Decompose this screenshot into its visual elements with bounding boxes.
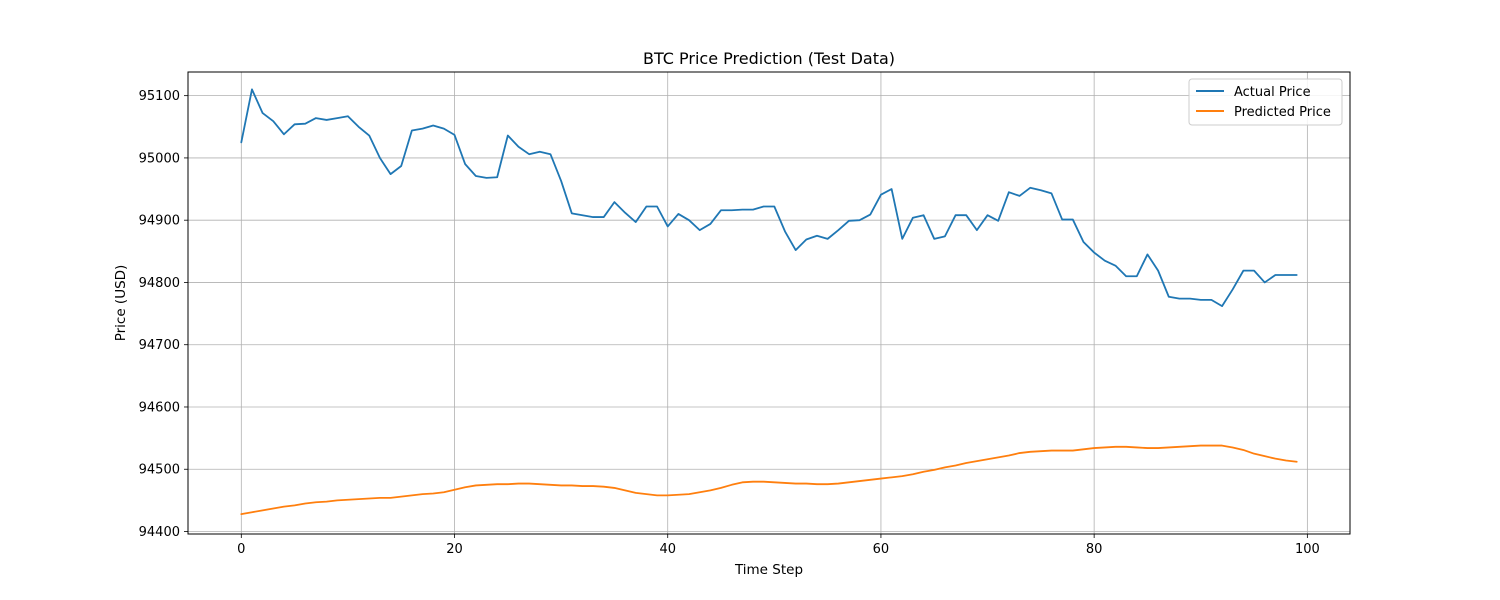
y-tick-label: 94900 <box>139 214 180 229</box>
grid-lines <box>188 72 1350 534</box>
y-axis-label: Price (USD) <box>113 265 129 342</box>
y-tick-label: 95100 <box>139 89 180 104</box>
x-tick-label: 80 <box>1086 542 1103 557</box>
y-tick-label: 94400 <box>139 525 180 540</box>
legend-label-actual-price: Actual Price <box>1234 85 1311 100</box>
x-tick-label: 40 <box>659 542 676 557</box>
y-tick-label: 94600 <box>139 400 180 415</box>
series-layer <box>240 88 1298 515</box>
x-tick-label: 60 <box>873 542 890 557</box>
legend-label-predicted-price: Predicted Price <box>1234 105 1331 120</box>
x-tick-label: 0 <box>237 542 245 557</box>
y-tick-label: 94700 <box>139 338 180 353</box>
chart-title: BTC Price Prediction (Test Data) <box>643 49 895 68</box>
legend: Actual Price Predicted Price <box>1188 78 1343 126</box>
y-tick-label: 94800 <box>139 276 180 291</box>
x-tick-label: 100 <box>1295 542 1320 557</box>
series-line-predicted-price <box>240 444 1298 515</box>
series-line-actual-price <box>240 88 1298 308</box>
legend-box <box>1188 78 1343 126</box>
y-tick-label: 95000 <box>139 151 180 166</box>
y-axis-ticks: 94400 94500 94600 94700 94800 94900 95000 95100 <box>139 89 188 540</box>
plot-frame <box>187 71 1351 535</box>
x-axis-ticks: 0 20 40 60 80 100 <box>237 534 1320 557</box>
y-tick-label: 94500 <box>139 463 180 478</box>
x-tick-label: 20 <box>446 542 463 557</box>
x-axis-label: Time Step <box>734 562 803 578</box>
